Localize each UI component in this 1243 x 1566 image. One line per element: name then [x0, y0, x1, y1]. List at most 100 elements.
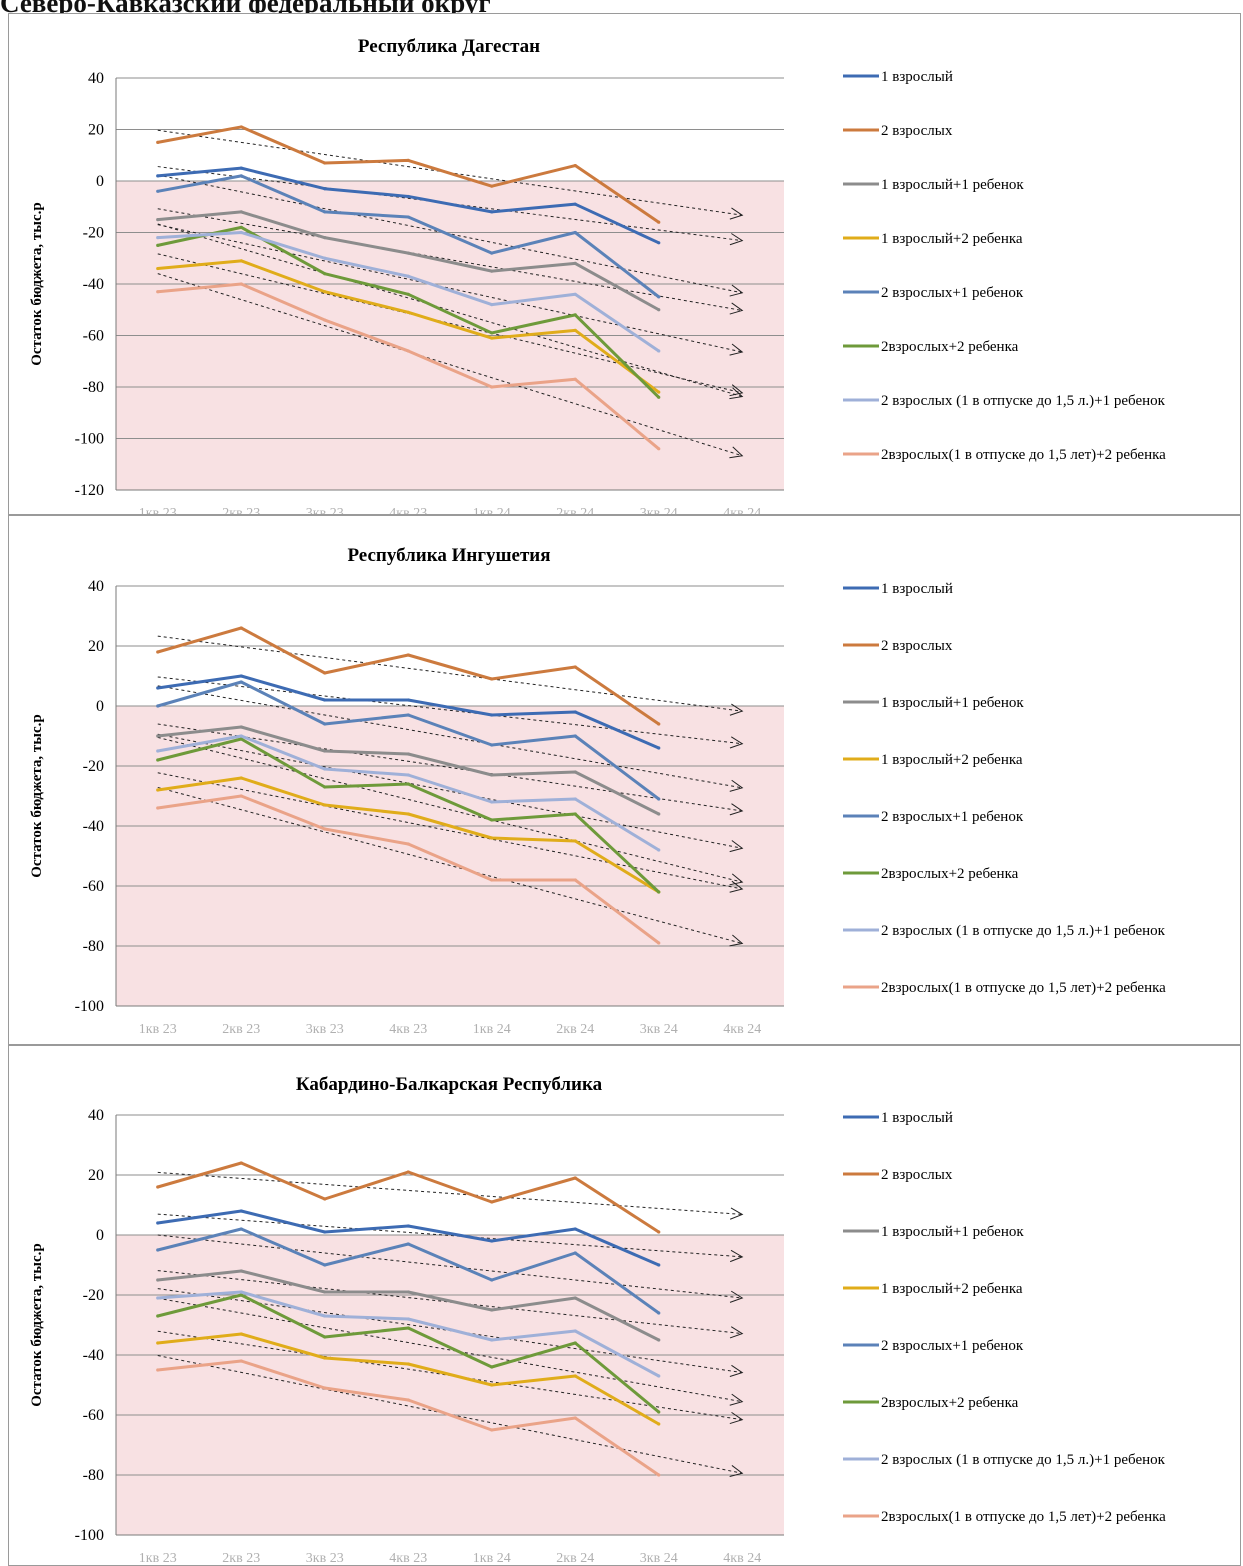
legend-label: 1 взрослый+2 ребенка: [881, 752, 1023, 768]
data-point: [406, 842, 410, 846]
data-point: [657, 1410, 661, 1414]
trendline: [157, 273, 743, 457]
data-point: [239, 1161, 243, 1165]
data-point: [406, 1398, 410, 1402]
legend-label: 2взрослых+2 ребенка: [881, 1395, 1019, 1411]
data-point: [490, 184, 494, 188]
data-point: [490, 1200, 494, 1204]
data-point: [573, 797, 577, 801]
data-point: [573, 328, 577, 332]
data-point: [323, 161, 327, 165]
chart-panel-dagestan: 40 20 0 -20 -40 -60 -80 -100 -120 1кв 23 2кв 23 3кв…: [8, 13, 1241, 515]
chart-panel-kabardino-balkaria: 40 20 0 -20 -40 -60 -80 -100 1кв 23 2кв 23 3кв 23 4…: [8, 1045, 1241, 1566]
trendline-arrowhead: [729, 387, 744, 400]
y-tick-label: -80: [83, 938, 104, 955]
data-point: [657, 349, 661, 353]
data-point: [323, 1263, 327, 1267]
y-tick-label: -80: [83, 379, 104, 396]
y-axis-label: Остаток бюджета, тыс.р: [29, 1243, 45, 1406]
data-point: [657, 797, 661, 801]
data-point: [406, 1242, 410, 1246]
x-tick-label: 2кв 24: [556, 1022, 594, 1037]
data-point: [406, 752, 410, 756]
chart-title: Республика Ингушетия: [347, 545, 550, 566]
x-tick-label: 4кв 23: [389, 1551, 427, 1565]
x-tick-label: 3кв 23: [306, 1551, 344, 1565]
x-tick-label: 2кв 24: [556, 506, 594, 514]
trendline-arrowhead: [729, 803, 744, 816]
data-point: [323, 1386, 327, 1390]
data-point: [239, 626, 243, 630]
data-point: [406, 773, 410, 777]
trendline-arrowhead: [729, 207, 744, 220]
chart-svg: 40 20 0 -20 -40 -60 -80 -100 -120 1кв 23 2кв 23 3кв…: [29, 36, 1166, 514]
x-tick-label: 1кв 24: [473, 1551, 511, 1565]
trendline: [157, 1213, 743, 1258]
x-tick-label: 1кв 24: [473, 1022, 511, 1037]
data-point: [323, 290, 327, 294]
legend-label: 2 взрослых (1 в отпуске до 1,5 л.)+1 реб…: [881, 923, 1166, 939]
x-tick-label: 2кв 23: [222, 1022, 260, 1037]
trendline: [157, 723, 743, 812]
data-point: [323, 1197, 327, 1201]
data-point: [156, 290, 160, 294]
data-point: [239, 166, 243, 170]
data-point: [323, 1230, 327, 1234]
y-tick-label: -20: [83, 1287, 104, 1304]
legend-label: 1 взрослый+1 ребенок: [881, 1224, 1024, 1240]
data-point: [323, 210, 327, 214]
data-point: [657, 941, 661, 945]
data-point: [156, 758, 160, 762]
data-point: [490, 1383, 494, 1387]
trendline-arrowhead: [729, 779, 744, 792]
data-point: [156, 806, 160, 810]
data-point: [239, 1290, 243, 1294]
y-tick-label: -100: [75, 1527, 104, 1544]
x-tick-label: 1кв 24: [473, 506, 511, 514]
data-point: [573, 812, 577, 816]
trendline-arrowhead: [729, 233, 744, 246]
x-tick-label: 4кв 24: [723, 1022, 761, 1037]
y-axis-label: Остаток бюджета, тыс.р: [29, 202, 45, 365]
trendline-arrowhead: [729, 934, 744, 947]
trendline-arrowhead: [729, 302, 744, 315]
data-point: [657, 812, 661, 816]
data-point: [573, 163, 577, 168]
y-tick-label: -120: [75, 482, 104, 499]
data-point: [657, 1230, 661, 1234]
trendline: [157, 1234, 743, 1299]
y-tick-label: -60: [83, 878, 104, 895]
data-point: [239, 776, 243, 780]
data-point: [406, 292, 410, 296]
trendline: [157, 1270, 743, 1335]
data-point: [156, 1248, 160, 1252]
legend-label: 1 взрослый+1 ребенок: [881, 177, 1024, 193]
trendline: [157, 224, 743, 353]
data-point: [406, 1290, 410, 1294]
data-point: [156, 686, 160, 690]
trendline: [157, 1297, 743, 1403]
data-point: [573, 734, 577, 738]
x-tick-label: 3кв 24: [640, 506, 678, 514]
data-point: [239, 680, 243, 684]
data-point: [406, 1224, 410, 1228]
legend-label: 1 взрослый+2 ребенка: [881, 231, 1023, 247]
legend-label: 1 взрослый: [881, 581, 953, 597]
data-point: [490, 1365, 494, 1369]
trendline-arrowhead: [729, 1364, 744, 1377]
data-point: [323, 698, 327, 702]
legend-label: 1 взрослый+2 ребенка: [881, 1281, 1023, 1297]
data-point: [323, 1356, 327, 1360]
data-point: [239, 1293, 243, 1297]
data-point: [657, 1263, 661, 1267]
data-point: [657, 1338, 661, 1342]
y-axis-label: Остаток бюджета, тыс.р: [29, 714, 45, 877]
y-tick-label: 20: [88, 1167, 104, 1184]
trendline: [157, 736, 743, 883]
legend-label: 2 взрослых: [881, 1167, 953, 1183]
data-point: [156, 1368, 160, 1372]
chart-panel-ingushetia: 40 20 0 -20 -40 -60 -80 -100 1кв 23 2кв 23 3кв 23 4…: [8, 515, 1241, 1045]
chart-svg: 40 20 0 -20 -40 -60 -80 -100 1кв 23 2кв 23 3кв 23 4…: [29, 545, 1166, 1037]
data-point: [573, 292, 577, 296]
trendline-arrowhead: [729, 343, 744, 356]
